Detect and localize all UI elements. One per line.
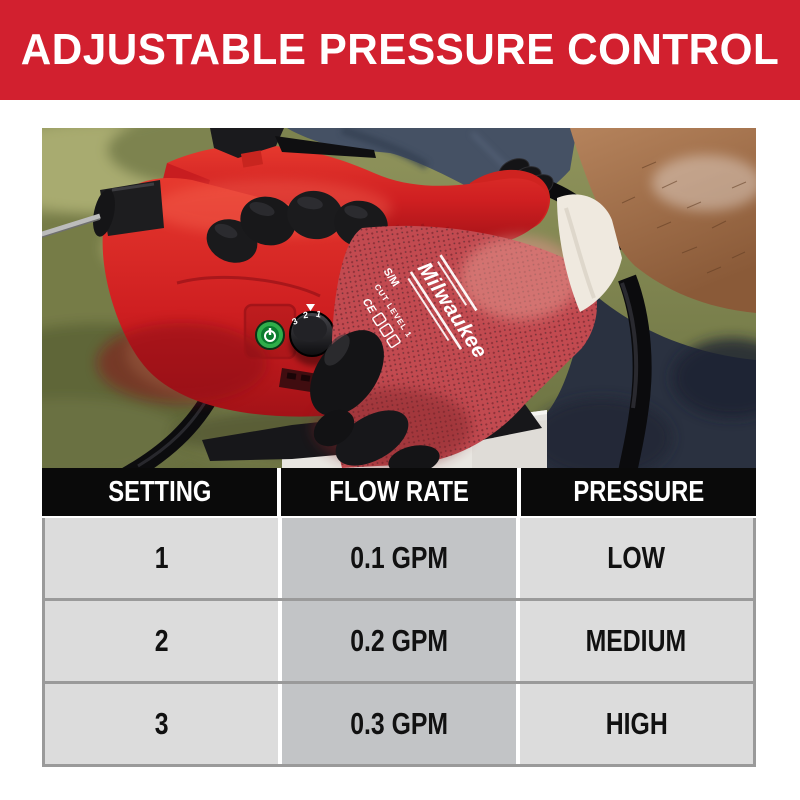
glove-fingers [206, 190, 388, 263]
dial-pointer [306, 304, 315, 311]
glove-cuff [557, 194, 622, 312]
hose-right [618, 274, 652, 468]
cell-setting-3: 3 [45, 684, 279, 764]
header-setting: SETTING [42, 468, 278, 516]
cell-pressure-3: HIGH [519, 684, 753, 764]
svg-text:3: 3 [290, 316, 299, 327]
spec-table: SETTING FLOW RATE PRESSURE 1 0.1 GPM LOW… [42, 468, 756, 767]
dial-labels: 3 2 1 [290, 309, 322, 327]
arm-hair [621, 161, 747, 274]
table-row-2: 2 0.2 GPM MEDIUM [45, 598, 753, 681]
cell-pressure-1: LOW [519, 518, 753, 598]
glove-lower-fingertips [313, 409, 440, 468]
table-header-row: SETTING FLOW RATE PRESSURE [42, 468, 756, 516]
header-flow-rate: FLOW RATE [281, 468, 517, 516]
cell-setting-2: 2 [45, 601, 279, 681]
header-pressure: PRESSURE [520, 468, 756, 516]
cell-pressure-2: MEDIUM [519, 601, 753, 681]
table-body: 1 0.1 GPM LOW 2 0.2 GPM MEDIUM 3 0.3 GP [42, 518, 756, 767]
glove: Milwaukee S/M CUT LEVEL 1 CE [206, 190, 622, 468]
spray-wand [42, 213, 101, 238]
banner: ADJUSTABLE PRESSURE CONTROL [0, 0, 800, 100]
product-photo-svg: M18 [42, 128, 756, 468]
nozzle [93, 180, 164, 237]
product-photo: M18 [42, 128, 756, 468]
svg-text:2: 2 [302, 310, 308, 321]
page-title: ADJUSTABLE PRESSURE CONTROL [20, 25, 780, 74]
certification-icons [372, 312, 401, 348]
forearm [570, 128, 756, 313]
cell-flow-2: 0.2 GPM [282, 601, 516, 681]
svg-text:1: 1 [315, 309, 322, 320]
trigger [210, 128, 376, 168]
power-button [255, 320, 285, 350]
cell-flow-3: 0.3 GPM [282, 684, 516, 764]
glove-thumb [310, 330, 384, 416]
mode-dial: 3 2 1 [289, 304, 340, 366]
power-button-icon [264, 328, 276, 342]
cell-setting-1: 1 [45, 518, 279, 598]
cell-flow-1: 0.1 GPM [282, 518, 516, 598]
table-row-1: 1 0.1 GPM LOW [45, 518, 753, 598]
table-row-3: 3 0.3 GPM HIGH [45, 681, 753, 764]
